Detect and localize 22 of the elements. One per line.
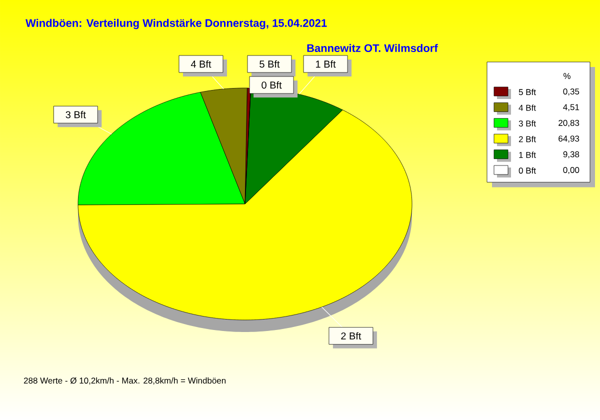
slice-label: 3 Bft xyxy=(66,110,86,118)
chart-title: Windböen: Verteilung Windstärke Donnerstag, 15.04.2021 xyxy=(26,18,327,30)
legend-label: 1 Bft xyxy=(519,152,536,158)
text: 0,00 xyxy=(563,166,580,174)
data-label: 9,38 xyxy=(563,151,580,158)
slice-label: 2 Bft xyxy=(341,332,362,340)
slice-label: 1 Bft xyxy=(316,60,336,68)
data-label: 4,51 xyxy=(563,104,580,112)
data-label: 20,83 xyxy=(558,120,580,127)
data-label: 64,93 xyxy=(558,136,580,143)
legend-title: % xyxy=(564,73,570,79)
slice-label: 4 Bft xyxy=(190,60,212,68)
legend-label: 0 Bft xyxy=(518,167,536,174)
chart-subtitle: Bannewitz OT. Wilmsdorf xyxy=(307,44,438,52)
legend-label: 3 Bft xyxy=(518,120,536,127)
data-label: 0,35 xyxy=(563,88,580,96)
category-label: 0 Bft xyxy=(262,81,282,89)
text: 288 Werte - Ø 10,2km/h - Max. 28,8km/h = Windböen xyxy=(24,377,226,385)
legend-label: 5 Bft xyxy=(518,88,536,96)
slice-label: 5 Bft xyxy=(260,60,280,68)
legend-label: 4 Bft xyxy=(518,104,536,111)
legend-label: 2 Bft xyxy=(518,136,536,142)
